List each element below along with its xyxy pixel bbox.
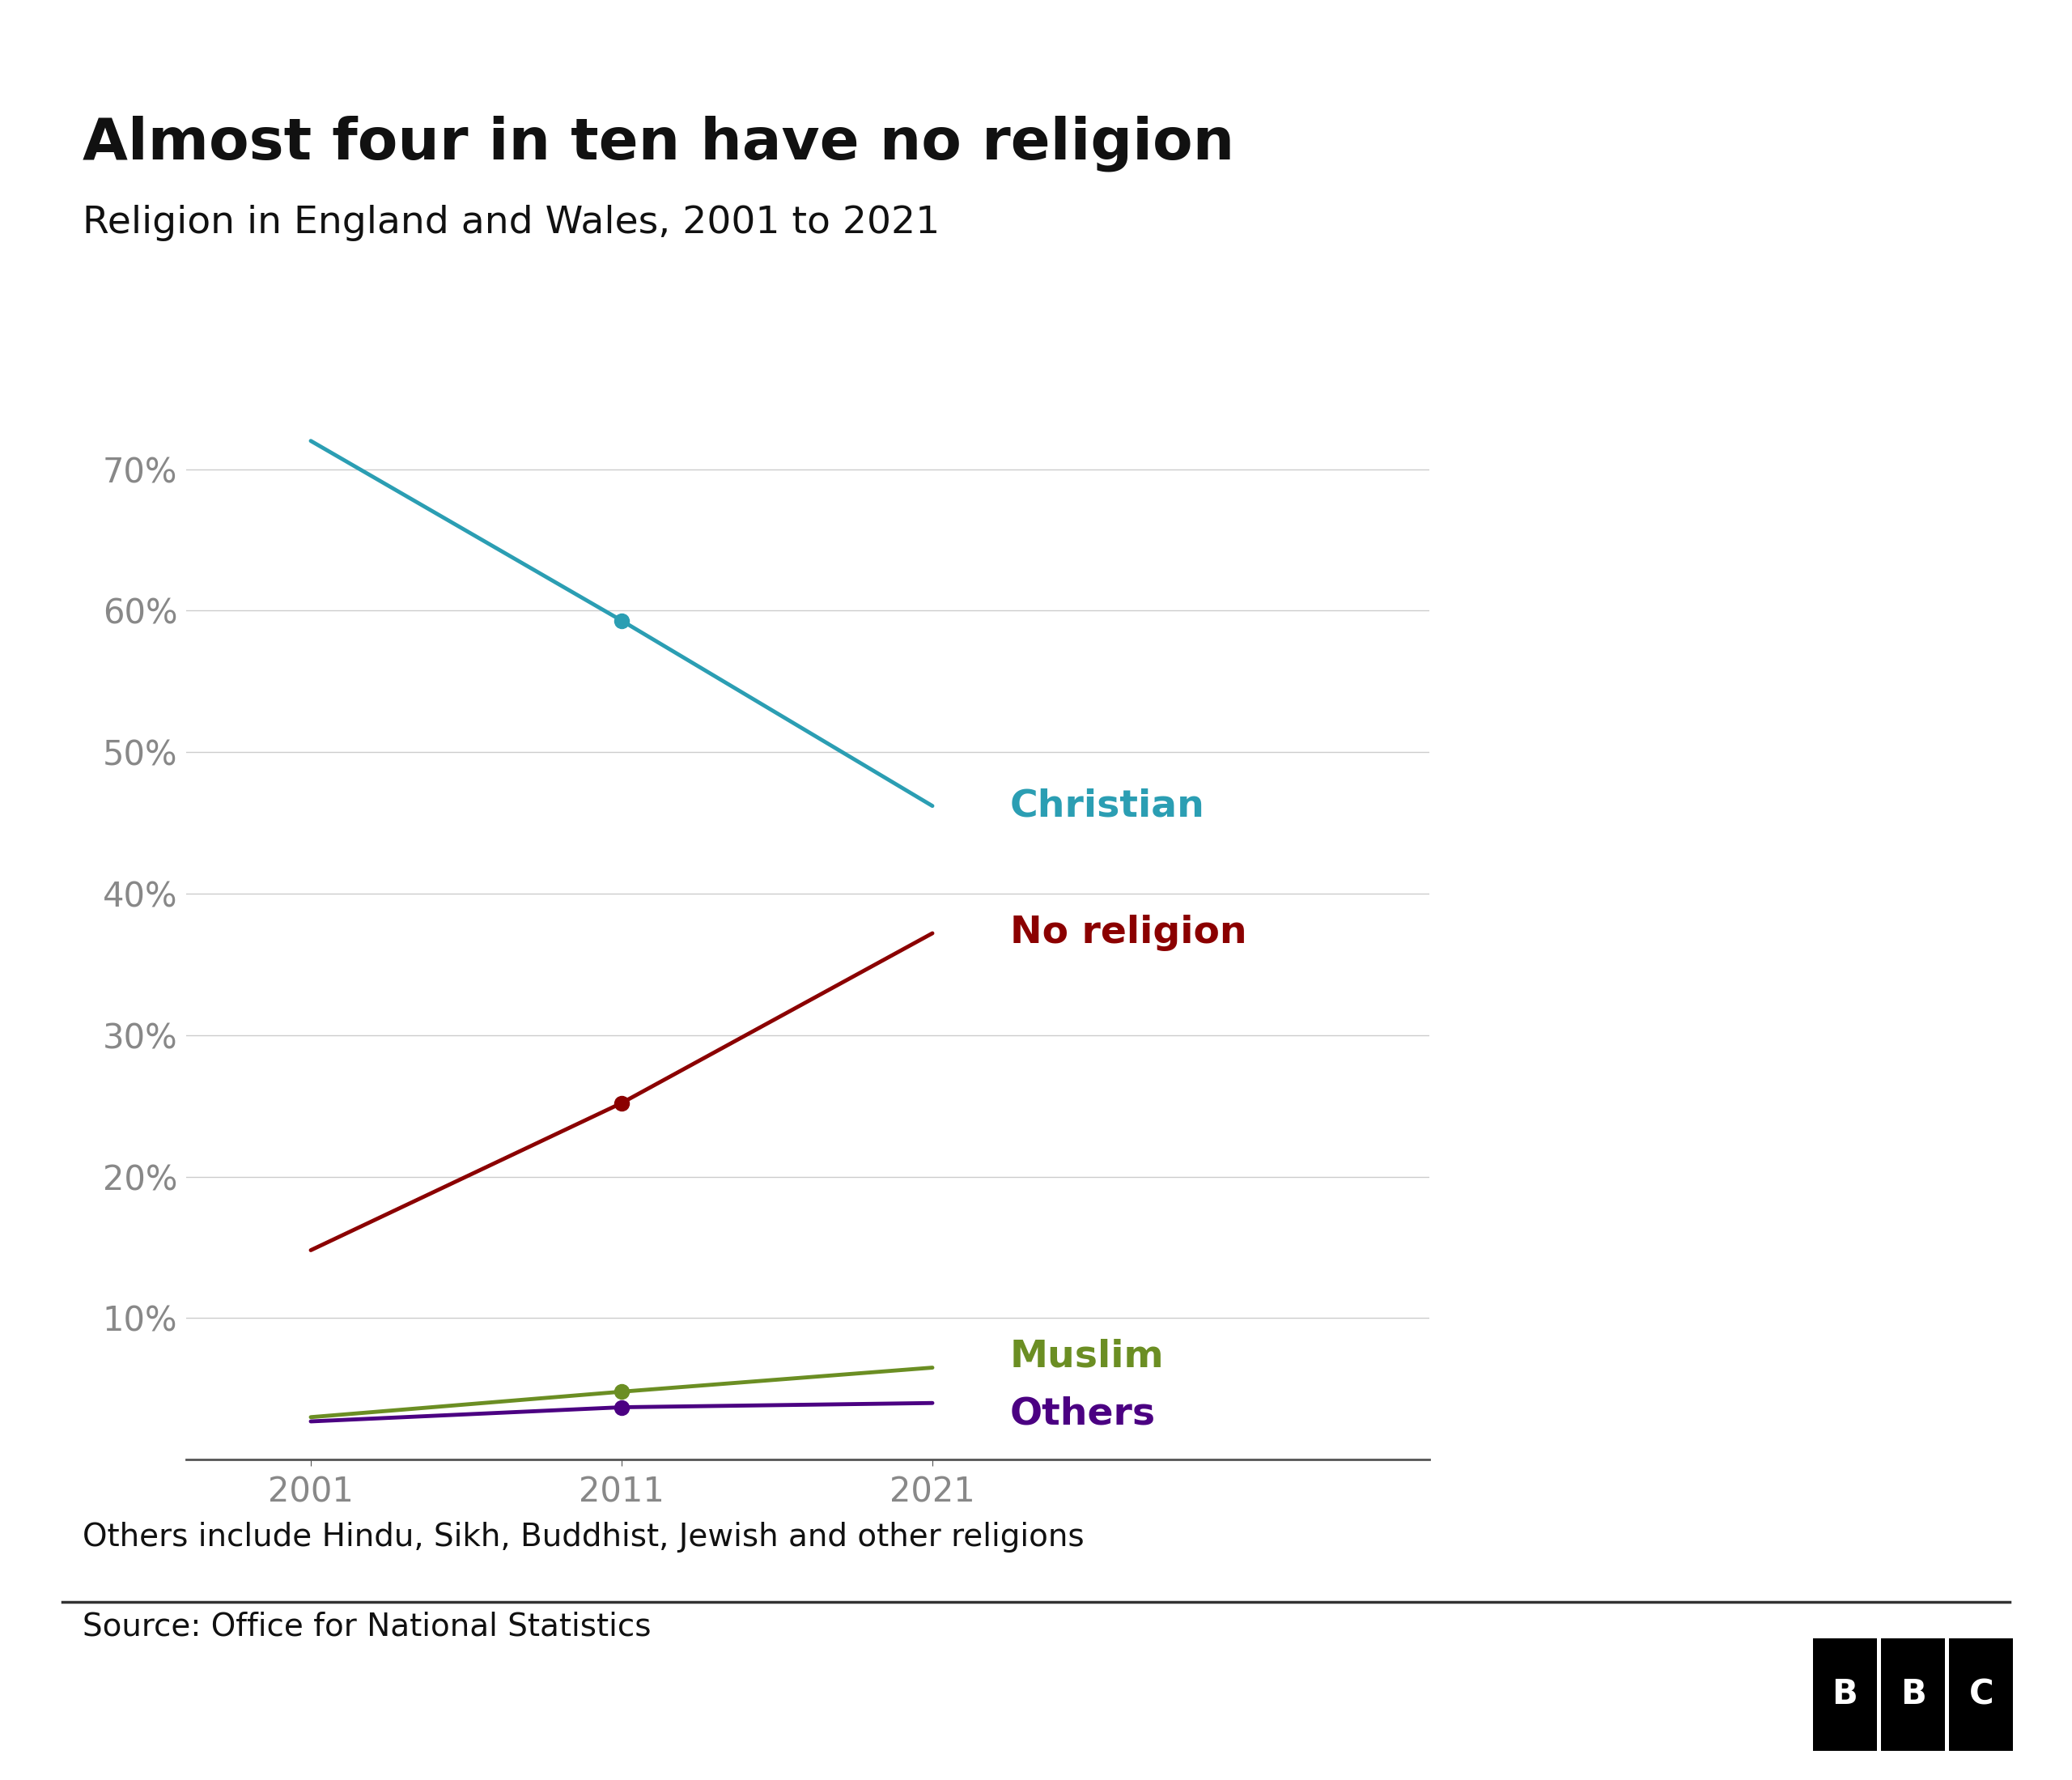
Text: Others: Others xyxy=(1011,1396,1156,1433)
Bar xyxy=(1881,1638,1946,1752)
Text: No religion: No religion xyxy=(1011,915,1247,952)
Text: Source: Office for National Statistics: Source: Office for National Statistics xyxy=(83,1611,651,1641)
Text: C: C xyxy=(1968,1677,1993,1712)
Text: B: B xyxy=(1832,1677,1859,1712)
Text: Christian: Christian xyxy=(1011,789,1206,824)
Text: Others include Hindu, Sikh, Buddhist, Jewish and other religions: Others include Hindu, Sikh, Buddhist, Je… xyxy=(83,1522,1084,1552)
Text: Almost four in ten have no religion: Almost four in ten have no religion xyxy=(83,116,1235,173)
Text: Muslim: Muslim xyxy=(1011,1339,1164,1374)
Text: Religion in England and Wales, 2001 to 2021: Religion in England and Wales, 2001 to 2… xyxy=(83,205,941,240)
Bar xyxy=(1813,1638,1877,1752)
Text: B: B xyxy=(1900,1677,1927,1712)
Bar xyxy=(1950,1638,2014,1752)
